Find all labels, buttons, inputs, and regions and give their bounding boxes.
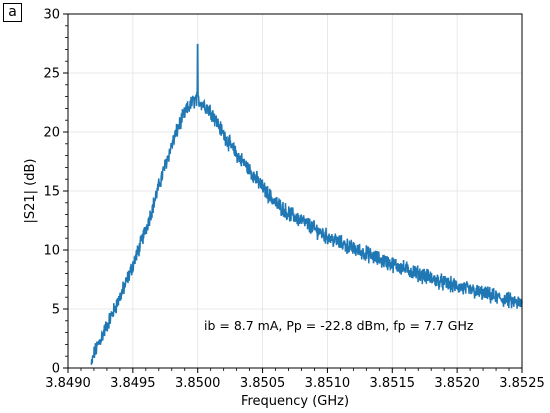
x-tick-label: 3.8495: [110, 376, 156, 391]
x-tick-label: 3.8490: [45, 376, 91, 391]
y-axis-label: |S21| (dB): [23, 159, 38, 224]
x-tick-label: 3.8505: [240, 376, 286, 391]
x-tick-label: 3.8500: [175, 376, 221, 391]
grid: [67, 13, 523, 369]
y-tick-label: 20: [43, 126, 60, 141]
x-axis-label: Frequency (GHz): [241, 394, 349, 409]
y-tick-label: 30: [43, 8, 60, 23]
plot-frame: [67, 13, 523, 369]
y-tick-label: 0: [52, 362, 60, 377]
y-tick-label: 10: [43, 244, 60, 259]
x-tick-label: 3.8510: [305, 376, 351, 391]
s21-trace-line: [90, 43, 523, 365]
y-tick-label: 25: [43, 67, 60, 82]
x-tick-label: 3.8515: [370, 376, 416, 391]
y-tick-label: 15: [43, 185, 60, 200]
x-tick-label: 3.8525: [499, 376, 545, 391]
annotation-text: ib = 8.7 mA, Pp = -22.8 dBm, fp = 7.7 GH…: [204, 318, 474, 333]
panel-label: a: [3, 3, 22, 22]
x-tick-label: 3.8520: [434, 376, 480, 391]
tick-labels: 3.8490 3.8495 3.8500 3.8505 3.8510 3.8515 3.85…: [43, 8, 544, 392]
y-tick-label: 5: [52, 303, 60, 318]
